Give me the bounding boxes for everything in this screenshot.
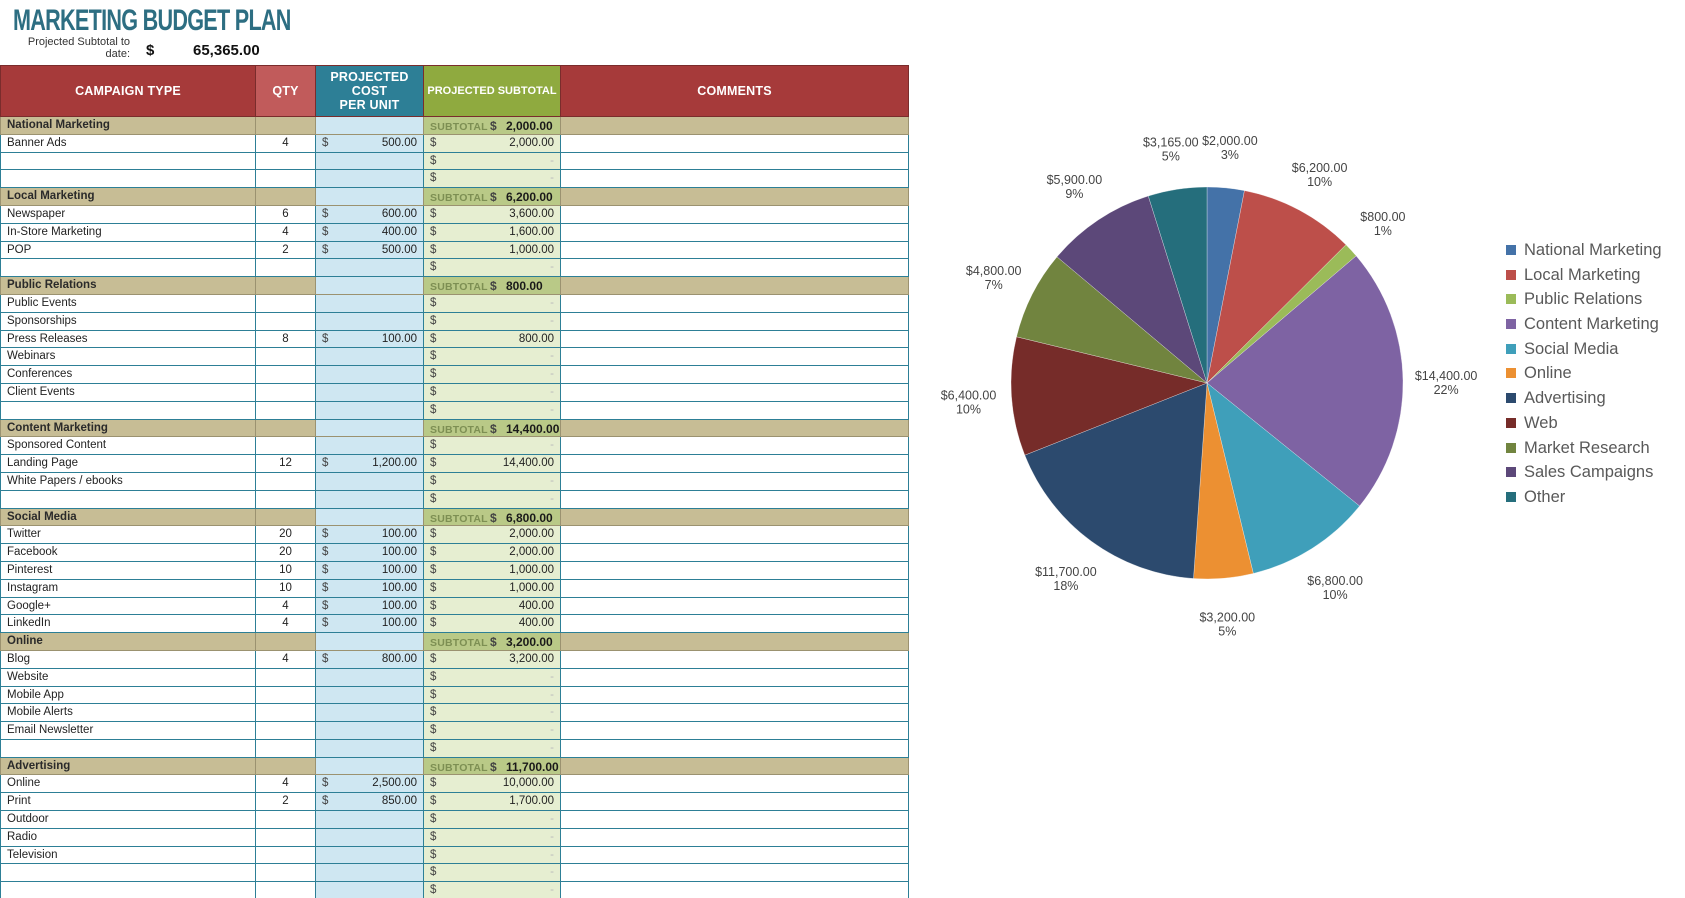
svg-text:1%: 1% (1374, 224, 1392, 238)
svg-text:10%: 10% (956, 403, 981, 417)
svg-text:$6,400.00: $6,400.00 (941, 389, 997, 403)
svg-text:5%: 5% (1162, 150, 1180, 164)
svg-text:$800.00: $800.00 (1360, 210, 1405, 224)
svg-text:22%: 22% (1434, 383, 1459, 397)
svg-text:10%: 10% (1323, 588, 1348, 602)
svg-text:9%: 9% (1065, 187, 1083, 201)
svg-text:$6,200.00: $6,200.00 (1292, 161, 1348, 175)
svg-text:3%: 3% (1221, 148, 1239, 162)
svg-text:$2,000.00: $2,000.00 (1202, 134, 1258, 148)
svg-text:$14,400.00: $14,400.00 (1415, 369, 1478, 383)
svg-text:5%: 5% (1218, 624, 1236, 638)
svg-text:$11,700.00: $11,700.00 (1035, 565, 1097, 579)
svg-text:$3,165.00: $3,165.00 (1143, 136, 1199, 150)
svg-text:$6,800.00: $6,800.00 (1307, 574, 1363, 588)
svg-text:$3,200.00: $3,200.00 (1199, 610, 1255, 624)
svg-text:7%: 7% (985, 278, 1003, 292)
svg-text:10%: 10% (1307, 175, 1332, 189)
svg-text:$5,900.00: $5,900.00 (1047, 173, 1103, 187)
svg-text:18%: 18% (1053, 579, 1078, 593)
svg-text:$4,800.00: $4,800.00 (966, 264, 1022, 278)
